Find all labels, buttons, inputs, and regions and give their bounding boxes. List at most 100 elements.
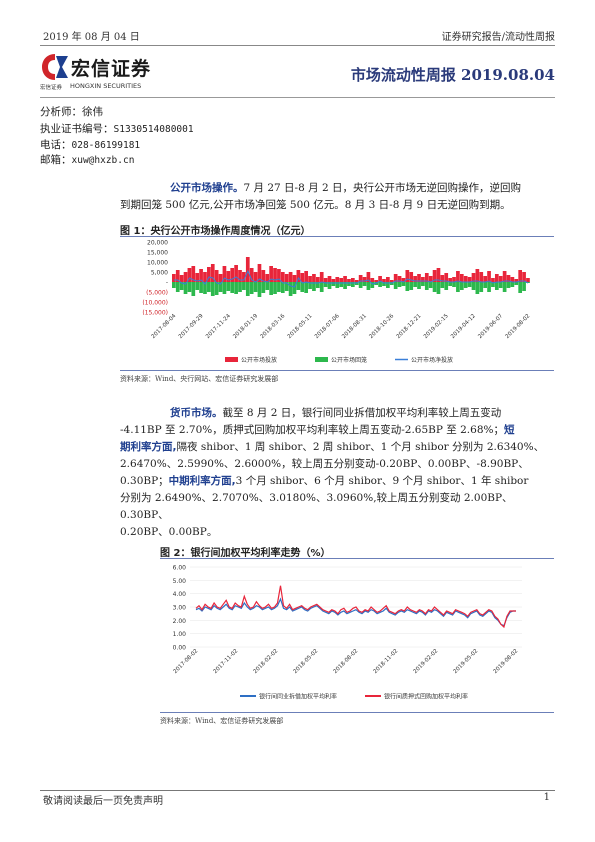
bar bbox=[428, 276, 433, 282]
bar bbox=[475, 282, 480, 294]
figure1-chart: 20,000 15,000 10,000 5,000 - (5,000) (10,000) (… bbox=[142, 240, 531, 365]
bar bbox=[378, 276, 382, 282]
bar bbox=[417, 282, 421, 289]
bar bbox=[494, 274, 499, 282]
bar bbox=[179, 282, 184, 290]
bar bbox=[374, 280, 379, 282]
bar bbox=[284, 282, 289, 291]
email-label: 邮箱： bbox=[40, 154, 72, 166]
logo-mark-icon bbox=[42, 54, 68, 80]
y-tick-label: - bbox=[166, 280, 168, 287]
bar bbox=[409, 282, 414, 290]
bar bbox=[214, 270, 219, 282]
x-tick-label: 2019-08-02 bbox=[493, 648, 520, 675]
bar bbox=[522, 272, 526, 282]
figure1-bottom-rule bbox=[120, 370, 554, 371]
bar bbox=[203, 282, 207, 294]
bar bbox=[463, 282, 468, 288]
bar bbox=[393, 274, 398, 282]
legend-label: 公开市场净投放 bbox=[411, 356, 453, 364]
figure1-top-rule bbox=[120, 236, 554, 237]
bar bbox=[343, 276, 347, 282]
x-tick-label: 2018-05-02 bbox=[293, 648, 320, 675]
bar bbox=[401, 278, 406, 282]
cert-row: 执业证书编号：S1330514080001 bbox=[40, 121, 194, 136]
bar bbox=[183, 272, 188, 282]
bar bbox=[245, 282, 250, 296]
section1-line1: 7 月 27 日-8 月 2 日，央行公开市场无逆回购操作，逆回购 bbox=[243, 182, 521, 194]
bar bbox=[494, 282, 499, 290]
x-tick-label: 2019-02-15 bbox=[423, 313, 450, 340]
series-line bbox=[195, 597, 516, 627]
x-tick-label: 2018-10-26 bbox=[368, 313, 395, 340]
bar bbox=[347, 279, 351, 282]
bar bbox=[257, 264, 262, 282]
bar bbox=[467, 277, 472, 282]
y-tick-label: 3.00 bbox=[173, 605, 187, 612]
bar bbox=[277, 282, 281, 292]
bar bbox=[479, 282, 484, 292]
bar bbox=[323, 278, 328, 282]
bar bbox=[308, 282, 312, 289]
x-tick-label: 2018-11-02 bbox=[373, 648, 400, 675]
section1-paragraph: 公开市场操作。7 月 27 日-8 月 2 日，央行公开市场无逆回购操作，逆回购… bbox=[120, 180, 554, 214]
bar bbox=[288, 282, 293, 296]
bar bbox=[370, 278, 375, 282]
bar bbox=[234, 282, 238, 294]
bar bbox=[253, 282, 258, 292]
bar bbox=[479, 272, 484, 282]
bar bbox=[518, 282, 523, 293]
bar bbox=[366, 282, 371, 290]
y-tick-label: 5.00 bbox=[173, 578, 187, 585]
bar bbox=[261, 282, 266, 293]
bar bbox=[319, 282, 324, 292]
bar bbox=[214, 282, 219, 295]
footer-divider bbox=[40, 790, 555, 791]
bar bbox=[467, 282, 472, 287]
bar bbox=[397, 276, 402, 282]
bar bbox=[405, 282, 410, 291]
bar bbox=[421, 277, 425, 282]
bar bbox=[413, 282, 417, 287]
bar bbox=[386, 277, 390, 282]
bar bbox=[261, 270, 266, 282]
x-tick-label: 2019-04-12 bbox=[450, 313, 477, 340]
bar bbox=[331, 279, 336, 282]
section2-heading: 货币市场。 bbox=[170, 407, 223, 419]
bar bbox=[207, 282, 211, 292]
x-tick-label: 2018-08-31 bbox=[341, 313, 368, 340]
bar bbox=[417, 274, 421, 282]
y-tick-label: 20,000 bbox=[147, 240, 168, 247]
bar bbox=[351, 278, 355, 282]
bar bbox=[183, 282, 188, 294]
x-tick-label: 2017-08-04 bbox=[151, 313, 178, 340]
bar bbox=[245, 257, 250, 282]
bar bbox=[315, 282, 320, 288]
bar bbox=[358, 282, 363, 288]
x-tick-label: 2018-01-19 bbox=[232, 313, 259, 340]
bar bbox=[292, 275, 297, 282]
bar bbox=[226, 282, 231, 291]
figure2-source: 资料来源：Wind、宏信证券研究发展部 bbox=[160, 717, 284, 725]
section2-paragraph: 货币市场。截至 8 月 2 日，银行间同业拆借加权平均利率较上周五变动 -4.1… bbox=[120, 405, 554, 541]
bar bbox=[234, 265, 238, 282]
figure2-chart: 6.00 5.00 4.00 3.00 2.00 1.00 0.00 2017-08-02 2… bbox=[173, 565, 522, 701]
bar bbox=[389, 280, 394, 282]
email-link[interactable]: xuw@hxzb.cn bbox=[71, 155, 135, 166]
bar bbox=[222, 266, 227, 282]
net-series-line bbox=[173, 269, 529, 288]
bar bbox=[292, 282, 297, 294]
x-tick-label: 2019-05-02 bbox=[453, 648, 480, 675]
bar bbox=[304, 282, 309, 293]
bar bbox=[491, 278, 495, 282]
bar bbox=[269, 282, 273, 295]
section2-line2: -4.11BP 至 2.70%，质押式回购加权平均利率较上周五变动-2.65BP… bbox=[120, 424, 504, 436]
x-tick-label: 2018-03-16 bbox=[259, 313, 286, 340]
x-tick-label: 2017-11-02 bbox=[213, 648, 240, 675]
bar bbox=[440, 282, 445, 288]
figure1-title: 图 1：央行公开市场操作周度情况（亿元） bbox=[120, 226, 311, 237]
bar bbox=[339, 282, 344, 287]
bar bbox=[428, 282, 433, 288]
bar bbox=[382, 279, 386, 282]
bar bbox=[498, 282, 503, 288]
